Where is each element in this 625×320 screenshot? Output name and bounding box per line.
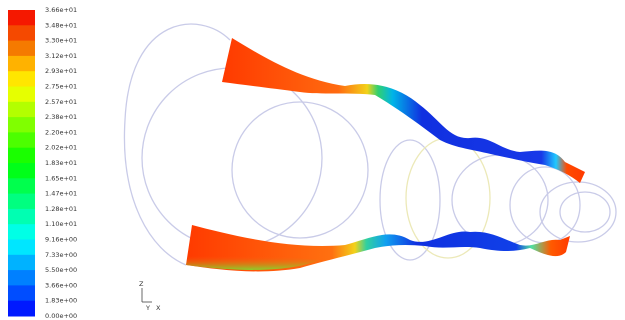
colorbar-band <box>8 255 35 271</box>
colorbar-band <box>8 163 35 179</box>
upper-ribbon <box>222 38 585 183</box>
colorbar-band <box>8 224 35 240</box>
colorbar-band <box>8 194 35 210</box>
colorbar-label: 2.20e+01 <box>45 128 77 136</box>
colorbar-label: 3.12e+01 <box>45 52 77 60</box>
axis-x-label: X <box>156 304 161 312</box>
colorbar-band <box>8 178 35 194</box>
colorbar-label: 3.66e+01 <box>45 6 77 14</box>
colorbar-band <box>8 56 35 72</box>
colorbar-label: 1.83e+00 <box>45 297 77 305</box>
colorbar: 3.66e+01 3.48e+01 3.30e+01 3.12e+01 2.93e+01… <box>8 6 77 320</box>
colorbar-label: 1.83e+01 <box>45 159 77 167</box>
colorbar-band <box>8 87 35 103</box>
colorbar-band <box>8 148 35 164</box>
contour-view: 3.66e+01 3.48e+01 3.30e+01 3.12e+01 2.93e+01… <box>0 0 625 320</box>
colorbar-label: 7.33e+00 <box>45 251 77 259</box>
colorbar-band <box>8 270 35 286</box>
colorbar-band <box>8 71 35 87</box>
axis-triad: Z Y X <box>139 280 161 312</box>
axis-y-label: Y <box>145 304 150 312</box>
colorbar-label: 1.10e+01 <box>45 220 77 228</box>
colorbar-band <box>8 132 35 148</box>
colorbar-label: 3.30e+01 <box>45 37 77 45</box>
colorbar-label: 9.16e+00 <box>45 236 77 244</box>
colorbar-label: 1.65e+01 <box>45 174 77 182</box>
colorbar-band <box>8 285 35 301</box>
colorbar-label: 0.00e+00 <box>45 312 77 320</box>
colorbar-band <box>8 240 35 256</box>
colorbar-label: 5.50e+00 <box>45 266 77 274</box>
colorbar-label: 3.48e+01 <box>45 21 77 29</box>
colorbar-band <box>8 117 35 133</box>
colorbar-band <box>8 10 35 26</box>
colorbar-band <box>8 301 35 317</box>
colorbar-label: 1.28e+01 <box>45 205 77 213</box>
colorbar-label: 2.02e+01 <box>45 144 77 152</box>
colorbar-band <box>8 25 35 41</box>
colorbar-label: 1.47e+01 <box>45 190 77 198</box>
colorbar-label: 2.38e+01 <box>45 113 77 121</box>
colorbar-label: 3.66e+00 <box>45 281 77 289</box>
colorbar-band <box>8 209 35 225</box>
colorbar-label: 2.75e+01 <box>45 83 77 91</box>
colorbar-label: 2.57e+01 <box>45 98 77 106</box>
axis-z-label: Z <box>139 280 144 288</box>
colorbar-label: 2.93e+01 <box>45 67 77 75</box>
colorbar-band <box>8 41 35 57</box>
colorbar-band <box>8 102 35 118</box>
